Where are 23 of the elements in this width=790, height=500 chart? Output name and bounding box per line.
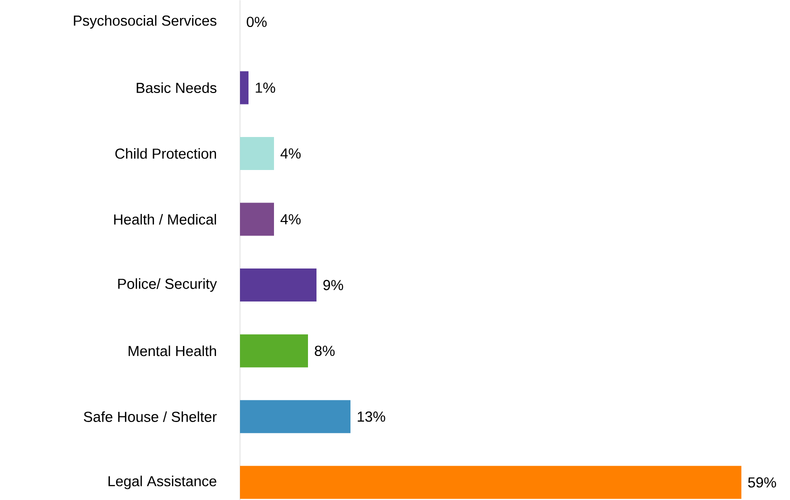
data-label: 4% — [280, 148, 301, 158]
bar — [240, 136, 274, 170]
bar — [240, 400, 350, 433]
bar — [240, 268, 316, 302]
data-label: 59% — [748, 477, 776, 488]
bar — [240, 466, 742, 499]
y-tick-label: Health / Medical — [114, 214, 216, 224]
data-label: 0% — [246, 16, 267, 27]
y-tick-label: Legal Assistance — [108, 475, 216, 489]
data-label: 8% — [314, 346, 335, 356]
y-tick-label: Mental Health — [128, 345, 216, 356]
data-label: 9% — [323, 280, 344, 290]
bar — [240, 202, 274, 236]
y-tick-label: Police/ Security — [118, 278, 217, 292]
bar — [240, 71, 248, 104]
bar — [240, 334, 308, 368]
y-tick-label: Basic Needs — [136, 82, 216, 93]
data-label: 1% — [256, 82, 276, 93]
data-label: 4% — [280, 214, 301, 224]
data-label: 13% — [358, 411, 386, 422]
y-tick-label: Psychosocial Services — [74, 14, 216, 28]
y-tick-label: Child Protection — [115, 148, 216, 159]
y-tick-label: Safe House / Shelter — [84, 411, 217, 422]
